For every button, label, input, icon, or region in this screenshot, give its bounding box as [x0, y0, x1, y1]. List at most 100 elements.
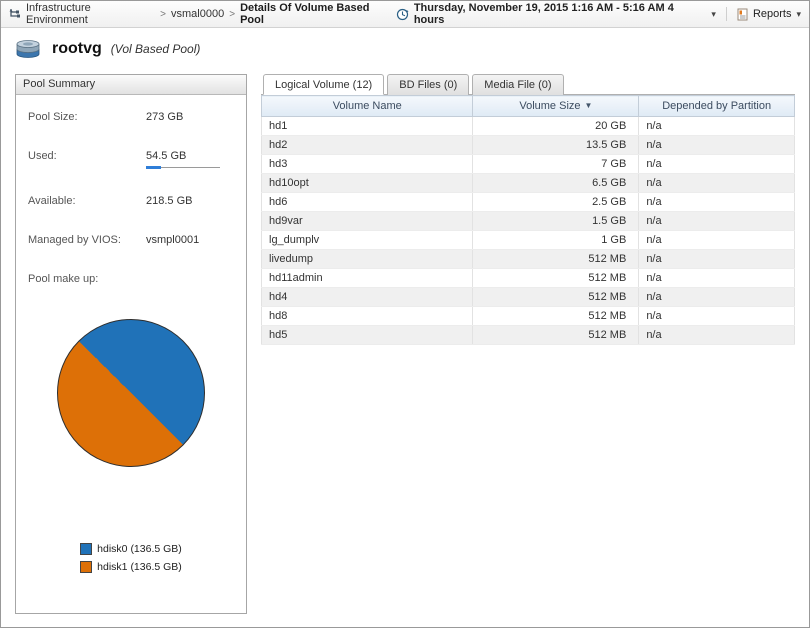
tab-media-file-0[interactable]: Media File (0) — [472, 74, 564, 95]
available-label: Available: — [28, 195, 76, 207]
legend-swatch — [80, 543, 93, 555]
table-cell: 1.5 GB — [472, 211, 640, 231]
pool-size-field: Pool Size: 273 GB — [28, 111, 234, 123]
breadcrumb-separator: > — [229, 8, 236, 20]
table-cell: n/a — [638, 173, 795, 193]
page-title: rootvg — [52, 40, 102, 57]
table-cell: n/a — [638, 192, 795, 212]
table-cell: n/a — [638, 325, 795, 345]
column-header-depended-by-partition[interactable]: Depended by Partition — [638, 95, 795, 117]
reports-button[interactable]: Reports — [752, 8, 792, 20]
tab-bar: Logical Volume (12) BD Files (0) Media Fil… — [261, 74, 795, 95]
tab-bd-files-0[interactable]: BD Files (0) — [387, 74, 470, 95]
table-cell: n/a — [638, 249, 795, 269]
legend-label: hdisk0 (136.5 GB) — [97, 543, 182, 555]
pool-summary-panel: Pool Summary Pool Size: 273 GB Used: 54.… — [15, 74, 247, 614]
table-row[interactable]: hd4 512 MB n/a — [260, 287, 795, 307]
used-value: 54.5 GB — [146, 150, 187, 162]
reports-caret-icon[interactable]: ▾ — [796, 8, 801, 19]
table-cell: n/a — [638, 154, 795, 174]
table-row[interactable]: hd9var 1.5 GB n/a — [260, 211, 795, 231]
table-cell: hd9var — [260, 211, 474, 231]
table-row[interactable]: hd11admin 512 MB n/a — [260, 268, 795, 288]
table-row[interactable]: hd10opt 6.5 GB n/a — [260, 173, 795, 193]
time-range-caret-icon[interactable]: ▾ — [711, 8, 716, 19]
table-cell: hd1 — [260, 116, 474, 136]
table-cell: n/a — [638, 135, 795, 155]
table-cell: 512 MB — [472, 306, 640, 326]
table-cell: 512 MB — [472, 268, 640, 288]
table-cell: n/a — [638, 268, 795, 288]
used-label: Used: — [28, 150, 57, 162]
legend-swatch — [80, 561, 93, 573]
table-cell: 13.5 GB — [472, 135, 640, 155]
table-cell: 7 GB — [472, 154, 640, 174]
tab-logical-volume-12[interactable]: Logical Volume (12) — [263, 74, 385, 95]
title-row: rootvg (Vol Based Pool) — [1, 28, 809, 66]
table-row[interactable]: hd6 2.5 GB n/a — [260, 192, 795, 212]
main-content: Pool Summary Pool Size: 273 GB Used: 54.… — [1, 66, 809, 614]
table-cell: 512 MB — [472, 287, 640, 307]
used-value-wrap: 54.5 GB — [146, 150, 220, 169]
table-cell: 512 MB — [472, 249, 640, 269]
topbar-divider — [725, 7, 727, 21]
topology-icon — [9, 8, 21, 20]
column-header-volume-size[interactable]: Volume Size ▼ — [472, 95, 640, 117]
table-body: hd1 20 GB n/a hd2 13.5 GB n/a hd3 7 GB n/a hd10op… — [260, 116, 795, 345]
column-header-label: Volume Name — [332, 100, 402, 112]
pie-legend: hdisk0 (136.5 GB) hdisk1 (136.5 GB) — [80, 543, 182, 573]
breadcrumb-separator: > — [160, 8, 167, 20]
table-row[interactable]: lg_dumplv 1 GB n/a — [260, 230, 795, 250]
logical-volume-table: Volume Name Volume Size ▼ Depended by Parti… — [260, 95, 795, 345]
pool-size-value: 273 GB — [146, 111, 184, 123]
pool-summary-body: Pool Size: 273 GB Used: 54.5 GB Availabl… — [16, 95, 246, 573]
time-range-clock-icon — [396, 8, 409, 21]
table-row[interactable]: hd2 13.5 GB n/a — [260, 135, 795, 155]
column-header-label: Volume Size — [519, 100, 581, 112]
table-cell: hd3 — [260, 154, 474, 174]
table-row[interactable]: livedump 512 MB n/a — [260, 249, 795, 269]
sort-desc-icon: ▼ — [584, 101, 593, 110]
table-cell: 20 GB — [472, 116, 640, 136]
used-field: Used: 54.5 GB — [28, 150, 234, 169]
table-cell: hd2 — [260, 135, 474, 155]
pool-pie-chart — [57, 319, 205, 467]
table-row[interactable]: hd3 7 GB n/a — [260, 154, 795, 174]
table-cell: lg_dumplv — [260, 230, 474, 250]
details-panel: Logical Volume (12) BD Files (0) Media Fil… — [260, 74, 795, 614]
table-cell: hd4 — [260, 287, 474, 307]
table-cell: 512 MB — [472, 325, 640, 345]
table-cell: n/a — [638, 211, 795, 231]
table-cell: 1 GB — [472, 230, 640, 250]
table-cell: n/a — [638, 230, 795, 250]
top-bar: Infrastructure Environment > vsmal0000 >… — [1, 1, 809, 28]
breadcrumb-item-infrastructure-environment[interactable]: Infrastructure Environment — [26, 2, 91, 26]
column-header-label: Depended by Partition — [662, 100, 772, 112]
table-cell: n/a — [638, 306, 795, 326]
topbar-right: Thursday, November 19, 2015 1:16 AM - 5:… — [396, 2, 801, 26]
pool-summary-header: Pool Summary — [16, 75, 246, 95]
table-row[interactable]: hd1 20 GB n/a — [260, 116, 795, 136]
pool-size-label: Pool Size: — [28, 111, 78, 123]
legend-item: hdisk1 (136.5 GB) — [80, 561, 182, 573]
table-cell: hd10opt — [260, 173, 474, 193]
available-value: 218.5 GB — [146, 195, 193, 207]
breadcrumb-current-page: Details Of Volume Based Pool — [240, 2, 370, 26]
reports-icon — [737, 8, 748, 21]
storage-pool-icon — [13, 36, 43, 62]
column-header-volume-name[interactable]: Volume Name — [260, 95, 474, 117]
vios-value: vsmpl0001 — [146, 234, 200, 246]
available-field: Available: 218.5 GB — [28, 195, 234, 207]
table-cell: hd6 — [260, 192, 474, 212]
makeup-field: Pool make up: — [28, 273, 234, 285]
table-header-row: Volume Name Volume Size ▼ Depended by Parti… — [260, 95, 795, 117]
used-bar-fill — [146, 166, 161, 169]
vios-label: Managed by VIOS: — [28, 234, 121, 246]
breadcrumb-item-vsmal0000[interactable]: vsmal0000 — [171, 8, 225, 20]
table-row[interactable]: hd5 512 MB n/a — [260, 325, 795, 345]
makeup-label: Pool make up: — [28, 273, 99, 285]
legend-item: hdisk0 (136.5 GB) — [80, 543, 182, 555]
table-row[interactable]: hd8 512 MB n/a — [260, 306, 795, 326]
vios-field: Managed by VIOS: vsmpl0001 — [28, 234, 234, 246]
time-range-selector[interactable]: Thursday, November 19, 2015 1:16 AM - 5:… — [413, 2, 674, 26]
